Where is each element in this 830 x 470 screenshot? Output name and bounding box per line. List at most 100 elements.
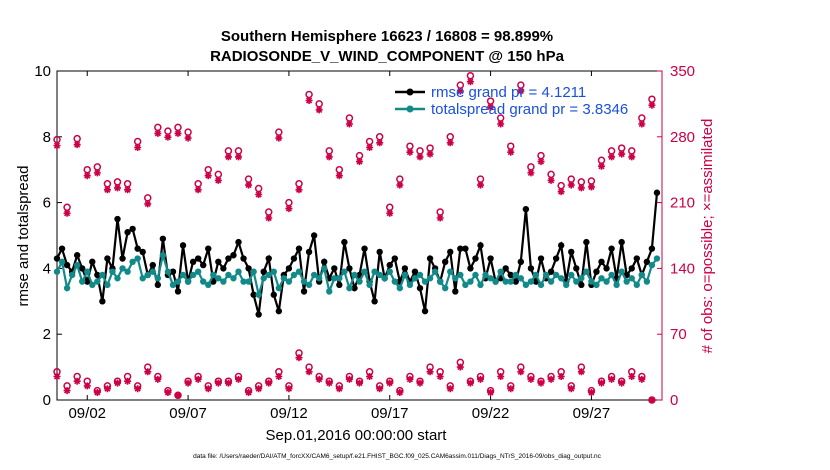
rmse-point: [235, 238, 242, 246]
obs-possible-marker: [154, 123, 162, 132]
totalspread-point: [588, 278, 595, 285]
obs-assimilated-marker: [164, 388, 172, 396]
rmse-point: [260, 268, 267, 275]
obs-assimilated-marker: [456, 363, 464, 371]
obs-possible-marker: [234, 147, 243, 155]
y-tick-label: 10: [34, 63, 51, 80]
totalspread-point: [442, 284, 449, 292]
rmse-point: [391, 255, 398, 262]
obs-assimilated-marker: [204, 385, 212, 393]
rmse-point: [416, 284, 424, 292]
obs-possible-marker: [547, 170, 555, 179]
obs-possible-marker: [265, 208, 273, 216]
totalspread-point: [215, 275, 222, 282]
totalspread-point: [557, 275, 565, 282]
totalspread-point: [205, 281, 212, 289]
rmse-point: [179, 242, 187, 249]
totalspread-point: [179, 271, 187, 279]
footer-note: data file: /Users/raeder/DAI/ATM_forcXX/…: [193, 453, 602, 460]
totalspread-point: [53, 268, 61, 275]
rmse-point: [502, 265, 509, 272]
totalspread-point: [154, 275, 162, 282]
obs-possible-marker: [416, 147, 424, 155]
totalspread-point: [452, 275, 459, 282]
rmse-point: [426, 255, 434, 262]
rmse-point: [643, 258, 651, 266]
obs-assimilated-marker: [598, 162, 605, 170]
rmse-point: [321, 258, 328, 266]
totalspread-point: [502, 278, 509, 285]
obs-assimilated-marker: [376, 139, 384, 147]
totalspread-point: [598, 275, 605, 282]
obs-assimilated-marker: [577, 184, 585, 192]
rmse-point: [245, 265, 252, 272]
obs-possible-marker: [83, 165, 91, 174]
obs-assimilated-marker: [507, 385, 515, 393]
y-axis-label: rmse and totalspread: [15, 166, 32, 307]
totalspread-point: [361, 268, 368, 275]
rmse-point: [124, 229, 131, 236]
rmse-point: [58, 245, 66, 252]
obs-assimilated-marker: [386, 379, 394, 387]
totalspread-point: [421, 278, 429, 285]
rmse-point: [169, 268, 177, 275]
obs-possible-marker: [396, 175, 404, 183]
totalspread-point: [84, 268, 91, 275]
rmse-point: [305, 248, 313, 256]
obs-assimilated-marker: [285, 205, 293, 213]
totalspread-point: [497, 268, 504, 275]
obs-assimilated-marker: [517, 368, 525, 376]
totalspread-point: [94, 278, 101, 285]
obs-possible-marker: [476, 175, 485, 183]
totalspread-point: [396, 284, 404, 292]
obs-possible-marker: [365, 137, 374, 146]
rmse-point: [376, 248, 383, 256]
obs-assimilated-marker: [275, 134, 283, 142]
rmse-point: [648, 245, 656, 252]
totalspread-point: [507, 278, 514, 285]
totalspread-point: [638, 271, 646, 279]
obs-assimilated-marker: [436, 373, 444, 380]
totalspread-point: [300, 278, 308, 285]
totalspread-point: [230, 275, 237, 282]
rmse-point: [205, 245, 212, 252]
obs-possible-marker: [315, 100, 323, 108]
obs-assimilated-marker: [527, 375, 535, 383]
totalspread-point: [290, 271, 298, 279]
obs-assimilated-marker: [356, 158, 363, 166]
obs-assimilated-marker: [366, 373, 374, 380]
obs-assimilated-marker: [255, 385, 263, 393]
rmse-point: [290, 255, 298, 262]
obs-possible-marker: [567, 175, 575, 183]
totalspread-point: [79, 278, 86, 285]
plot-area: 0 2 4 6 8 10 0 70 140 210 280 350 09/02 09/07 09/12 09/…: [34, 63, 695, 422]
obs-assimilated-marker: [547, 375, 555, 383]
rmse-point: [134, 245, 141, 252]
totalspread-point: [326, 288, 333, 295]
rmse-point: [462, 245, 469, 252]
obs-assimilated-marker: [587, 388, 595, 396]
totalspread-point: [169, 281, 177, 289]
totalspread-point: [310, 271, 318, 279]
rmse-point: [240, 255, 247, 262]
totalspread-point: [295, 268, 303, 275]
totalspread-point: [568, 271, 575, 279]
rmse-point: [547, 268, 555, 275]
totalspread-point: [305, 281, 313, 289]
totalspread-point: [643, 278, 651, 285]
rmse-point: [371, 298, 378, 305]
obs-assimilated-marker: [426, 150, 434, 158]
y-axis-label-right: # of obs: o=possible; ×=assimilated: [699, 119, 716, 354]
totalspread-point: [431, 268, 439, 275]
rmse-point: [527, 265, 535, 272]
totalspread-point: [159, 252, 167, 259]
legend-marker: [406, 105, 414, 113]
obs-assimilated-marker: [305, 368, 313, 376]
obs-assimilated-marker: [567, 181, 575, 189]
obs-assimilated-marker: [618, 150, 626, 158]
rmse-line: [56, 192, 659, 315]
totalspread-point: [144, 271, 151, 279]
totalspread-point: [517, 275, 525, 282]
obs-assimilated-marker: [245, 388, 253, 396]
totalspread-point: [618, 268, 625, 275]
